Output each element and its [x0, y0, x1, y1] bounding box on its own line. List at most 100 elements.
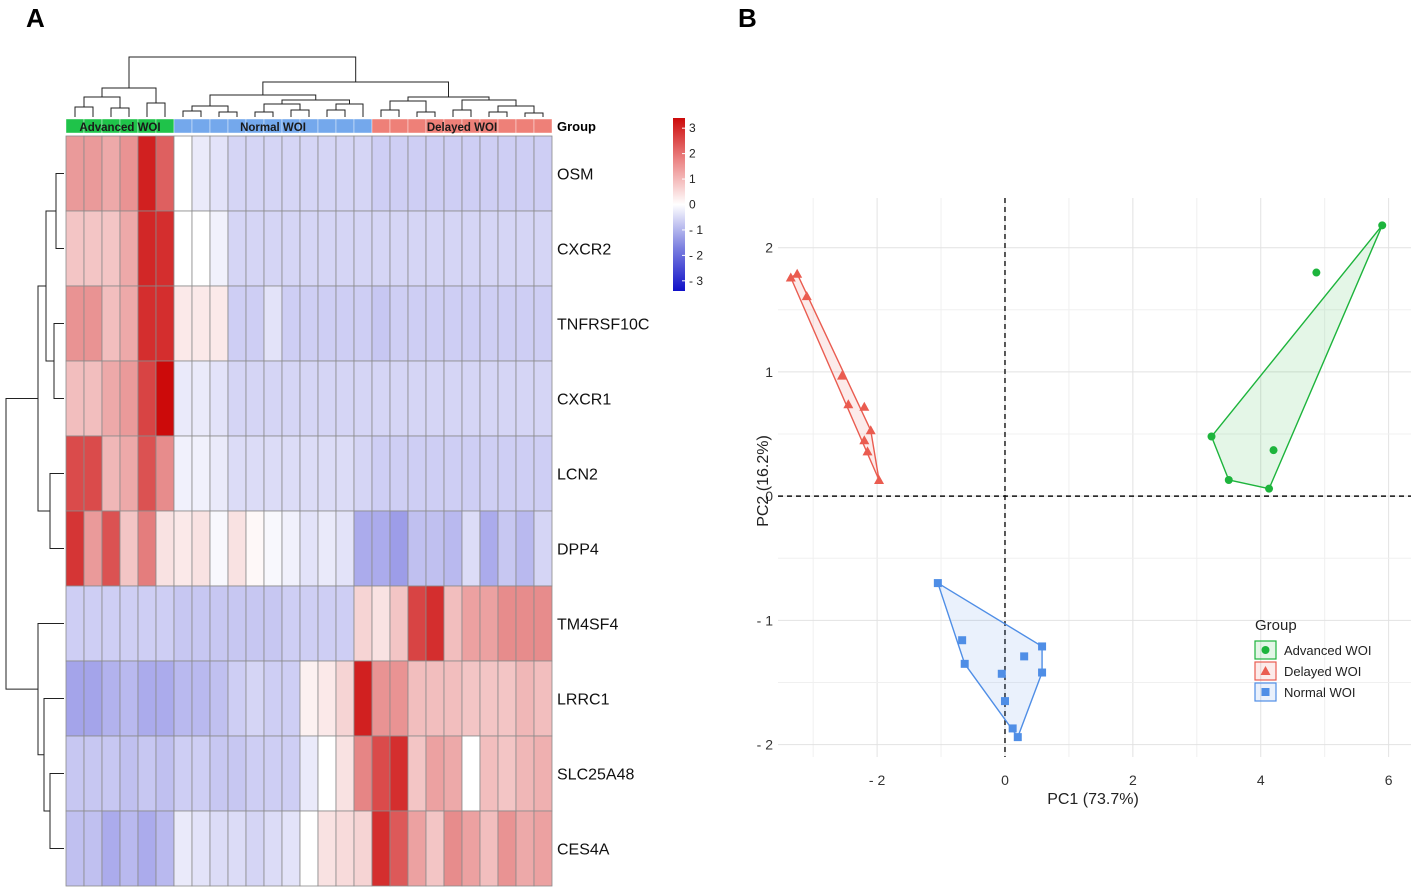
heatmap-cell	[245, 210, 265, 287]
pca-y-ticks: 2 1 0 - 1 - 2	[757, 240, 774, 753]
heatmap-cell	[191, 285, 211, 362]
heatmap-cell	[533, 810, 553, 887]
heatmap-cell	[335, 210, 355, 287]
heatmap-cell	[479, 135, 499, 212]
heatmap-cell	[425, 510, 445, 587]
heatmap-cell	[443, 660, 463, 737]
heatmap-cell	[173, 735, 193, 812]
annotation-label: Delayed WOI	[427, 122, 497, 134]
heatmap-cell	[173, 810, 193, 887]
heatmap-cell	[443, 135, 463, 212]
heatmap-cell	[371, 210, 391, 287]
heatmap-cell	[389, 735, 409, 812]
heatmap-cell	[191, 210, 211, 287]
heatmap-cell	[281, 735, 301, 812]
heatmap-cell	[479, 435, 499, 512]
heatmap-cell	[173, 285, 193, 362]
dendrogram-branch	[488, 111, 508, 117]
dendrogram-branch	[49, 773, 64, 849]
heatmap-cell	[245, 810, 265, 887]
heatmap-cell	[533, 735, 553, 812]
heatmap-cell	[479, 510, 499, 587]
heatmap-cell	[65, 510, 85, 587]
heatmap-cell	[317, 135, 337, 212]
heatmap-cell	[299, 660, 319, 737]
heatmap-cell	[299, 435, 319, 512]
data-point	[874, 474, 885, 484]
colorbar-tick-label: 1	[689, 172, 696, 186]
heatmap-cell	[389, 810, 409, 887]
data-point	[1038, 668, 1047, 677]
heatmap-cell	[137, 735, 157, 812]
data-point	[862, 446, 873, 456]
heatmap-cell	[515, 210, 535, 287]
heatmap-cell	[317, 510, 337, 587]
heatmap-cell	[83, 435, 103, 512]
heatmap-cell	[443, 435, 463, 512]
heatmap-cell	[299, 210, 319, 287]
annotation-cell	[209, 118, 229, 134]
heatmap-cell	[371, 585, 391, 662]
heatmap-cell	[245, 360, 265, 437]
data-point	[1207, 432, 1216, 441]
heatmap-cell	[173, 660, 193, 737]
heatmap-cell	[407, 735, 427, 812]
heatmap-cell	[101, 435, 121, 512]
panel-label-a: A	[26, 3, 45, 33]
heatmap-cell	[497, 360, 517, 437]
heatmap-cell	[497, 510, 517, 587]
heatmap-cell	[389, 660, 409, 737]
heatmap-cell	[137, 585, 157, 662]
annotation-cell	[389, 118, 409, 134]
heatmap-cell	[209, 210, 229, 287]
annotation-label: Normal WOI	[240, 122, 306, 134]
data-point	[865, 425, 876, 435]
heatmap-cell	[533, 585, 553, 662]
heatmap-cell	[443, 360, 463, 437]
heatmap-cell	[461, 660, 481, 737]
dendrogram-branch	[101, 87, 157, 103]
heatmap-cell	[281, 360, 301, 437]
dendrogram-branch	[416, 111, 436, 117]
heatmap-cell	[335, 585, 355, 662]
heatmap-cell	[533, 285, 553, 362]
heatmap-cell	[191, 660, 211, 737]
gene-label: TNFRSF10C	[557, 317, 649, 334]
heatmap-cell	[263, 510, 283, 587]
gene-label: SLC25A48	[557, 767, 634, 784]
heatmap-cell	[119, 810, 139, 887]
heatmap-cell	[101, 285, 121, 362]
annotation-cell	[497, 118, 517, 134]
heatmap-cell	[101, 810, 121, 887]
annotation-cell	[533, 118, 553, 134]
heatmap-cell	[371, 810, 391, 887]
heatmap-cell	[335, 285, 355, 362]
annotation-cell	[353, 118, 373, 134]
heatmap-panel: Advanced WOI Normal WOI Delayed WOI Group …	[5, 56, 703, 887]
heatmap-cell	[245, 660, 265, 737]
dendrogram-branch	[326, 109, 346, 117]
heatmap-cell	[209, 660, 229, 737]
heatmap-cell	[191, 510, 211, 587]
heatmap-cell	[263, 285, 283, 362]
heatmap-cell	[425, 660, 445, 737]
heatmap-cell	[281, 510, 301, 587]
heatmap-cell	[425, 435, 445, 512]
dendrogram-branch	[110, 107, 130, 117]
heatmap-cell	[137, 135, 157, 212]
annotation-cell	[317, 118, 337, 134]
colorbar-tick-label: 0	[689, 198, 696, 212]
heatmap-cell	[515, 810, 535, 887]
gene-label: TM4SF4	[557, 617, 618, 634]
data-point	[785, 272, 796, 282]
heatmap-cell	[443, 735, 463, 812]
heatmap-cell	[389, 135, 409, 212]
heatmap-cell	[389, 435, 409, 512]
heatmap-cell	[173, 435, 193, 512]
heatmap-cell	[425, 810, 445, 887]
heatmap-cell	[443, 285, 463, 362]
dendrogram-branch	[74, 106, 94, 117]
group-annotation-bar: Advanced WOI Normal WOI Delayed WOI	[65, 118, 553, 134]
heatmap-cell	[155, 210, 175, 287]
heatmap-cell	[389, 360, 409, 437]
